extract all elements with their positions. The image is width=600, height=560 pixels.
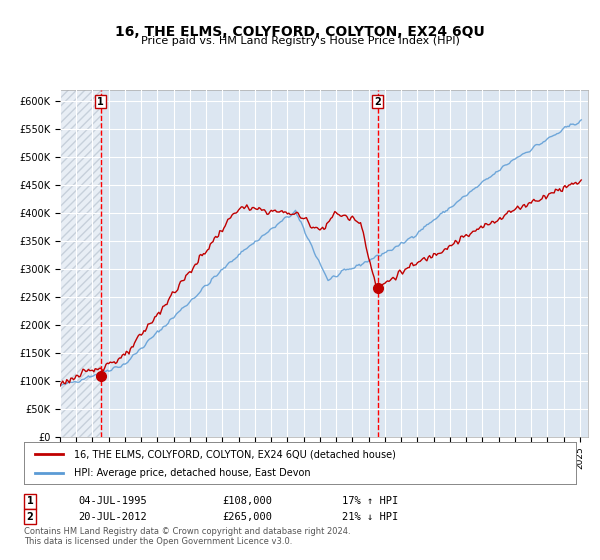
- Text: £108,000: £108,000: [222, 496, 272, 506]
- Text: 1: 1: [26, 496, 34, 506]
- Text: 2: 2: [374, 96, 381, 106]
- Text: 1: 1: [97, 96, 104, 106]
- Text: 16, THE ELMS, COLYFORD, COLYTON, EX24 6QU (detached house): 16, THE ELMS, COLYFORD, COLYTON, EX24 6Q…: [74, 449, 395, 459]
- Text: Contains HM Land Registry data © Crown copyright and database right 2024.
This d: Contains HM Land Registry data © Crown c…: [24, 526, 350, 546]
- Text: 17% ↑ HPI: 17% ↑ HPI: [342, 496, 398, 506]
- Text: £265,000: £265,000: [222, 512, 272, 522]
- Bar: [60, 90, 101, 437]
- Text: Price paid vs. HM Land Registry's House Price Index (HPI): Price paid vs. HM Land Registry's House …: [140, 36, 460, 46]
- Text: 16, THE ELMS, COLYFORD, COLYTON, EX24 6QU: 16, THE ELMS, COLYFORD, COLYTON, EX24 6Q…: [115, 25, 485, 39]
- Text: 21% ↓ HPI: 21% ↓ HPI: [342, 512, 398, 522]
- Text: 20-JUL-2012: 20-JUL-2012: [78, 512, 147, 522]
- Bar: [60, 90, 101, 437]
- Text: HPI: Average price, detached house, East Devon: HPI: Average price, detached house, East…: [74, 468, 310, 478]
- Text: 04-JUL-1995: 04-JUL-1995: [78, 496, 147, 506]
- Text: 2: 2: [26, 512, 34, 522]
